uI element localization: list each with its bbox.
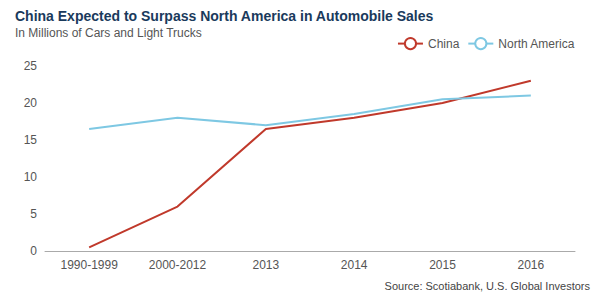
svg-text:2015: 2015 bbox=[429, 258, 456, 272]
svg-text:2013: 2013 bbox=[252, 258, 279, 272]
svg-text:0: 0 bbox=[30, 244, 37, 258]
svg-text:Source: Scotiabank, U.S. Globa: Source: Scotiabank, U.S. Global Investor… bbox=[385, 280, 591, 292]
svg-text:2000-2012: 2000-2012 bbox=[149, 258, 207, 272]
svg-text:2016: 2016 bbox=[517, 258, 544, 272]
svg-text:15: 15 bbox=[24, 133, 38, 147]
svg-text:20: 20 bbox=[24, 96, 38, 110]
svg-text:China Expected to Surpass Nort: China Expected to Surpass North America … bbox=[15, 8, 433, 24]
svg-text:10: 10 bbox=[24, 170, 38, 184]
svg-text:1990-1999: 1990-1999 bbox=[60, 258, 118, 272]
svg-text:25: 25 bbox=[24, 59, 38, 73]
svg-text:2014: 2014 bbox=[341, 258, 368, 272]
svg-text:In Millions of Cars and Light: In Millions of Cars and Light Trucks bbox=[15, 26, 202, 40]
svg-text:China: China bbox=[428, 37, 460, 51]
svg-text:5: 5 bbox=[30, 207, 37, 221]
svg-text:North America: North America bbox=[498, 37, 574, 51]
